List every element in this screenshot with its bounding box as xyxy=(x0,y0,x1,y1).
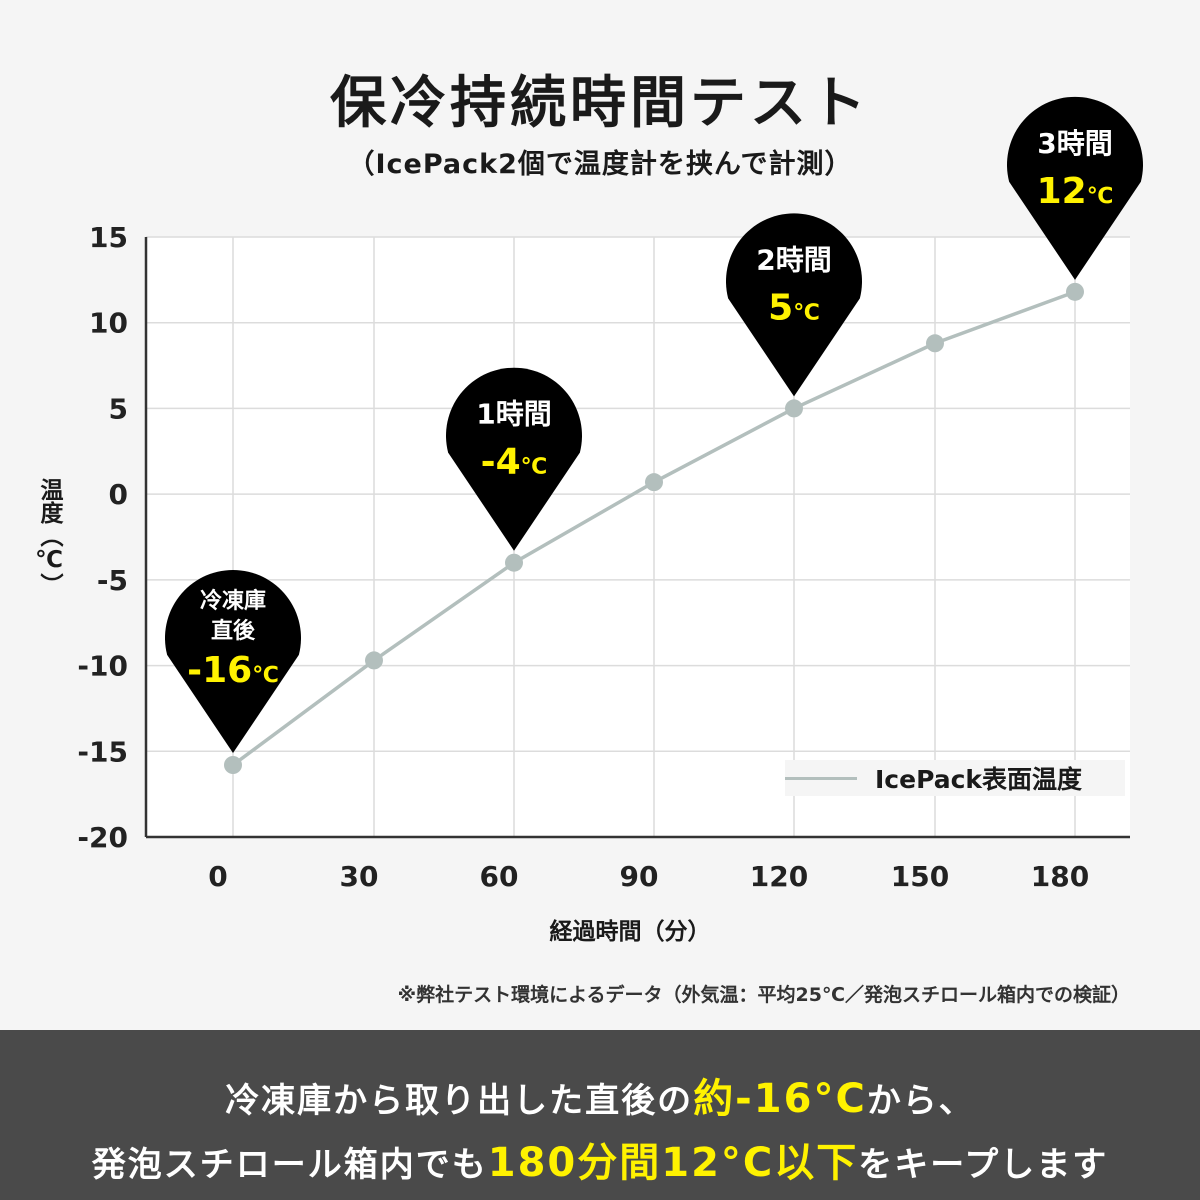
x-axis-label: 経過時間（分） xyxy=(549,919,711,945)
y-tick-label: -10 xyxy=(77,650,128,683)
y-tick-label: -20 xyxy=(77,821,128,854)
summary-text: から、 xyxy=(866,1081,975,1121)
y-tick-label: -15 xyxy=(77,735,128,768)
page-subtitle: （IcePack2個で温度計を挟んで計測） xyxy=(347,149,853,180)
data-point xyxy=(1066,282,1084,301)
y-tick-label: 15 xyxy=(89,221,128,254)
x-tick-label: 0 xyxy=(208,860,227,893)
y-tick-label: 5 xyxy=(109,392,128,425)
summary-text: 冷凍庫から取り出した直後の xyxy=(225,1081,694,1121)
pin-value: -16℃ xyxy=(187,650,279,691)
data-point xyxy=(785,399,803,418)
pin-unit: ℃ xyxy=(521,455,548,480)
legend-line-swatch xyxy=(785,776,857,780)
summary-highlight: 180分間12°C以下 xyxy=(487,1140,859,1186)
annotation-pin xyxy=(1006,96,1144,280)
data-point xyxy=(224,756,242,774)
pin-value: 5℃ xyxy=(768,287,820,328)
y-tick-label: 0 xyxy=(109,478,128,511)
data-point xyxy=(505,553,523,572)
x-tick-label: 60 xyxy=(480,860,519,893)
y-axis-label: 温度（℃） xyxy=(36,478,62,596)
data-point xyxy=(926,334,944,353)
summary-text: 発泡スチロール箱内でも xyxy=(91,1145,488,1185)
annotation-pin xyxy=(445,367,582,551)
pin-value: 12℃ xyxy=(1037,171,1114,212)
plot-area xyxy=(146,237,1130,837)
x-tick-label: 120 xyxy=(750,860,808,893)
x-tick-label: 180 xyxy=(1031,860,1089,893)
data-point xyxy=(645,473,663,492)
legend-label: IcePack表面温度 xyxy=(875,765,1083,794)
pin-unit: ℃ xyxy=(793,300,820,325)
summary-line-2: 発泡スチロール箱内でも180分間12°C以下をキープします xyxy=(0,1130,1200,1188)
x-tick-label: 90 xyxy=(620,860,659,893)
pin-label: 2時間 xyxy=(756,243,831,276)
summary-text: をキープします xyxy=(858,1145,1109,1185)
pin-label: 直後 xyxy=(211,618,256,644)
annotation-pin xyxy=(726,213,863,397)
pin-unit: ℃ xyxy=(1087,184,1114,209)
pin-label: 冷凍庫 xyxy=(200,588,266,614)
summary-highlight: 約-16°C xyxy=(693,1076,867,1122)
pin-label: 3時間 xyxy=(1037,127,1112,160)
x-tick-label: 30 xyxy=(340,860,379,893)
x-tick-label: 150 xyxy=(891,860,949,893)
pin-label: 1時間 xyxy=(476,398,551,431)
data-point xyxy=(365,651,383,670)
page-title: 保冷持続時間テスト xyxy=(330,71,870,136)
summary-banner: 冷凍庫から取り出した直後の約-16°Cから、 発泡スチロール箱内でも180分間1… xyxy=(0,1030,1200,1200)
y-tick-label: -5 xyxy=(97,564,128,597)
pin-unit: ℃ xyxy=(252,663,279,688)
axes: 15 10 5 0 -5 -10 -15 -20 0 30 60 90 120 150 180 xyxy=(77,221,1130,893)
series-line xyxy=(224,282,1084,774)
y-tick-label: 10 xyxy=(89,307,128,340)
footnote: ※弊社テスト環境によるデータ（外気温：平均25℃／発泡スチロール箱内での検証） xyxy=(397,984,1130,1006)
summary-line-1: 冷凍庫から取り出した直後の約-16°Cから、 xyxy=(0,1066,1200,1124)
annotation-pin xyxy=(165,570,301,753)
grid xyxy=(146,236,1130,837)
legend: IcePack表面温度 xyxy=(785,760,1125,796)
